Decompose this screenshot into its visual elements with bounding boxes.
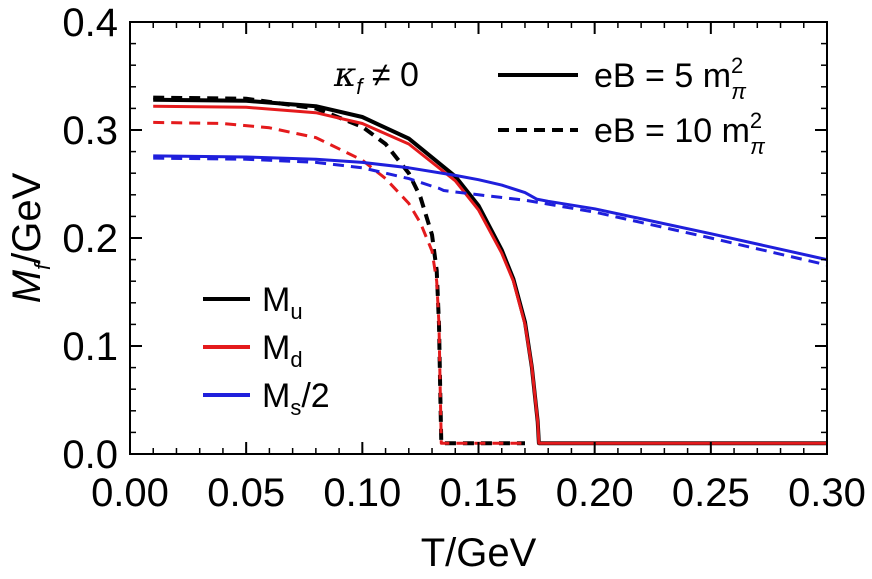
flavor-legend-label: Md [262,329,303,372]
y-axis-title-main: M [5,269,49,303]
y-tick-label: 0.0 [62,433,118,477]
series-u-eB5 [153,97,827,446]
x-tick-label: 0.20 [556,471,634,515]
x-tick-label: 0.15 [440,471,518,515]
kappa-rest: ≠ 0 [362,56,418,94]
series-s-eB10 [153,156,827,267]
x-tick-label: 0.00 [91,471,169,515]
flavor-legend-label: Mu [262,281,303,324]
kappa-subscript: f [356,74,365,99]
y-tick-label: 0.4 [62,1,118,45]
x-tick-label: 0.05 [207,471,285,515]
y-axis-title-sub: f [30,261,55,270]
kappa-annotation: κf ≠ 0 [333,55,419,99]
axes: 0.00 0.05 0.10 0.15 0.20 0.25 0.30 0.0 0.1 0.2 0.3… [5,1,866,575]
series-d-eB10 [153,120,525,445]
y-tick-label: 0.2 [62,217,118,261]
series-u-eB10 [153,95,525,446]
kappa-symbol: κ [333,55,356,95]
series-d-eB5 [153,104,827,445]
y-axis-title: Mf/GeV [5,172,55,303]
y-tick-label: 0.3 [62,109,118,153]
flavor-legend-label: Ms/2 [262,377,330,420]
x-axis-title: T/GeV [421,531,537,575]
plot-area [153,95,827,446]
series-s-eB5 [153,154,827,262]
x-tick-label: 0.30 [788,471,866,515]
style-legend-label: eB = 10 m2 π [594,108,766,159]
y-tick-label: 0.1 [62,325,118,369]
y-axis-title-rest: /GeV [5,172,49,263]
x-tick-label: 0.25 [672,471,750,515]
legends: κf ≠ 0 eB = 5 m2 πeB = 10 m2 π Mu Md Ms/2 [203,53,766,420]
x-tick-label: 0.10 [323,471,401,515]
style-legend-label: eB = 5 m2 π [594,53,747,104]
